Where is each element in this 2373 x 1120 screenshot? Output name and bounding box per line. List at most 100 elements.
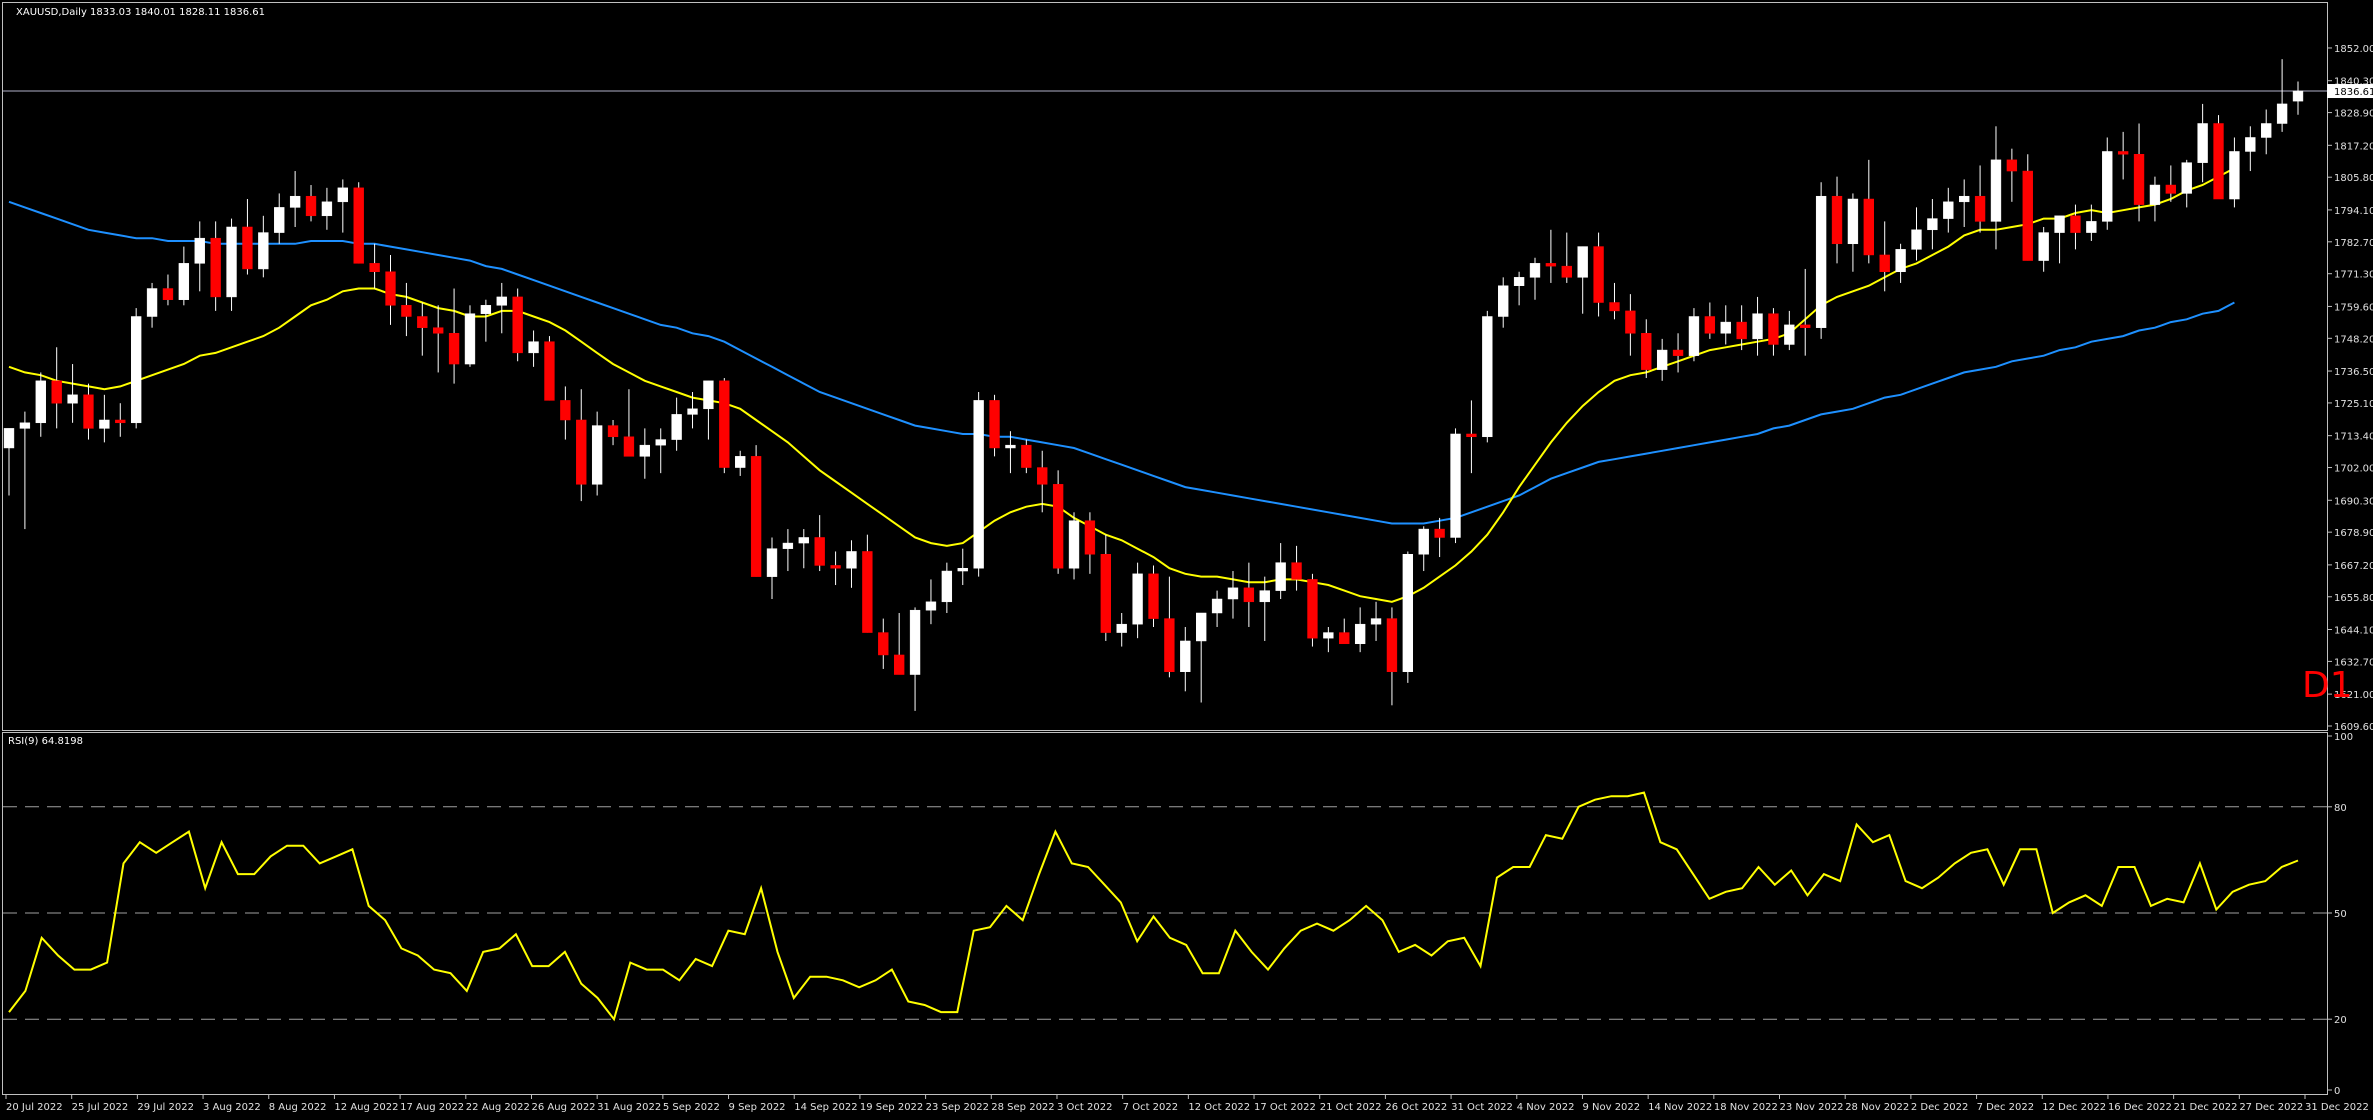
candle[interactable]	[703, 380, 714, 440]
candle[interactable]	[750, 445, 762, 577]
candle[interactable]	[2102, 137, 2113, 230]
candle[interactable]	[1593, 232, 1604, 317]
candle[interactable]	[1227, 571, 1239, 619]
candle[interactable]	[146, 282, 158, 328]
candle[interactable]	[1259, 576, 1270, 641]
candle[interactable]	[242, 199, 253, 275]
candle[interactable]	[1736, 305, 1747, 351]
candle[interactable]	[353, 182, 364, 264]
candle[interactable]	[1545, 229, 1557, 283]
candle[interactable]	[1482, 310, 1493, 443]
candle[interactable]	[1498, 277, 1509, 328]
candle[interactable]	[1768, 308, 1779, 356]
candle[interactable]	[1815, 182, 1827, 339]
candle[interactable]	[1577, 246, 1588, 314]
candle[interactable]	[623, 389, 635, 457]
candle[interactable]	[1513, 271, 1525, 306]
candle[interactable]	[655, 428, 666, 474]
candle[interactable]	[1323, 626, 1334, 653]
candle[interactable]	[973, 392, 984, 577]
candle[interactable]	[448, 288, 460, 384]
candle[interactable]	[1116, 612, 1127, 647]
candle[interactable]	[35, 372, 46, 437]
candle[interactable]	[178, 246, 190, 306]
candle[interactable]	[1561, 232, 1572, 283]
candle[interactable]	[2181, 159, 2192, 208]
candle[interactable]	[1291, 545, 1302, 591]
candle[interactable]	[1752, 296, 1763, 356]
candle[interactable]	[1959, 179, 1970, 227]
candle[interactable]	[1879, 221, 1890, 292]
candle[interactable]	[2165, 165, 2177, 202]
candle[interactable]	[782, 529, 794, 572]
candle[interactable]	[1037, 450, 1048, 513]
candle[interactable]	[385, 254, 396, 325]
candle[interactable]	[1656, 338, 1668, 381]
candle[interactable]	[735, 450, 746, 476]
candle[interactable]	[1911, 207, 1922, 261]
candle[interactable]	[1974, 165, 1986, 233]
candle[interactable]	[1895, 243, 1906, 283]
candle[interactable]	[1196, 612, 1207, 703]
candle[interactable]	[1450, 428, 1461, 544]
candle[interactable]	[2276, 59, 2288, 132]
candle[interactable]	[289, 171, 301, 227]
candle[interactable]	[1466, 400, 1477, 474]
candle[interactable]	[989, 394, 1000, 457]
candle[interactable]	[1084, 512, 1096, 574]
candle[interactable]	[417, 302, 428, 356]
candle[interactable]	[1927, 199, 1938, 250]
candle[interactable]	[814, 515, 825, 572]
candle[interactable]	[210, 221, 221, 311]
candle[interactable]	[337, 179, 348, 233]
candle[interactable]	[2117, 131, 2129, 180]
candle[interactable]	[1132, 562, 1143, 639]
candle[interactable]	[99, 394, 110, 443]
candle[interactable]	[1831, 176, 1843, 264]
candle[interactable]	[1339, 618, 1350, 645]
candle[interactable]	[671, 397, 682, 451]
candle[interactable]	[2133, 123, 2145, 222]
candle[interactable]	[512, 288, 523, 362]
candle[interactable]	[2261, 109, 2272, 155]
candle[interactable]	[766, 537, 778, 600]
candle[interactable]	[2197, 103, 2208, 183]
candle[interactable]	[2070, 204, 2081, 250]
candle[interactable]	[1052, 470, 1064, 574]
candle[interactable]	[369, 243, 380, 289]
candle[interactable]	[433, 305, 444, 373]
candle[interactable]	[607, 419, 619, 446]
candle[interactable]	[544, 336, 555, 401]
candle[interactable]	[925, 579, 937, 625]
candle[interactable]	[893, 612, 905, 675]
candle[interactable]	[1688, 308, 1700, 362]
candle[interactable]	[51, 347, 62, 429]
candle[interactable]	[83, 383, 94, 440]
candle[interactable]	[576, 389, 587, 502]
candle[interactable]	[2245, 126, 2256, 172]
candle[interactable]	[162, 274, 174, 306]
candle[interactable]	[1354, 607, 1366, 653]
candle[interactable]	[830, 551, 841, 586]
candle[interactable]	[130, 308, 142, 429]
candle[interactable]	[1148, 565, 1159, 627]
candle[interactable]	[1164, 576, 1175, 678]
candle[interactable]	[226, 218, 237, 311]
candle[interactable]	[1625, 294, 1636, 356]
candle[interactable]	[862, 534, 873, 633]
candle[interactable]	[639, 428, 651, 479]
candle[interactable]	[321, 187, 333, 230]
candle[interactable]	[1370, 601, 1382, 641]
candle[interactable]	[1243, 562, 1255, 627]
candle[interactable]	[591, 411, 603, 496]
candle[interactable]	[528, 330, 539, 367]
candle[interactable]	[2292, 81, 2304, 115]
candle[interactable]	[2229, 137, 2240, 208]
candle[interactable]	[2149, 176, 2161, 222]
candle[interactable]	[1386, 607, 1398, 706]
candle[interactable]	[401, 282, 412, 337]
candle[interactable]	[846, 540, 857, 588]
candle[interactable]	[115, 403, 126, 437]
